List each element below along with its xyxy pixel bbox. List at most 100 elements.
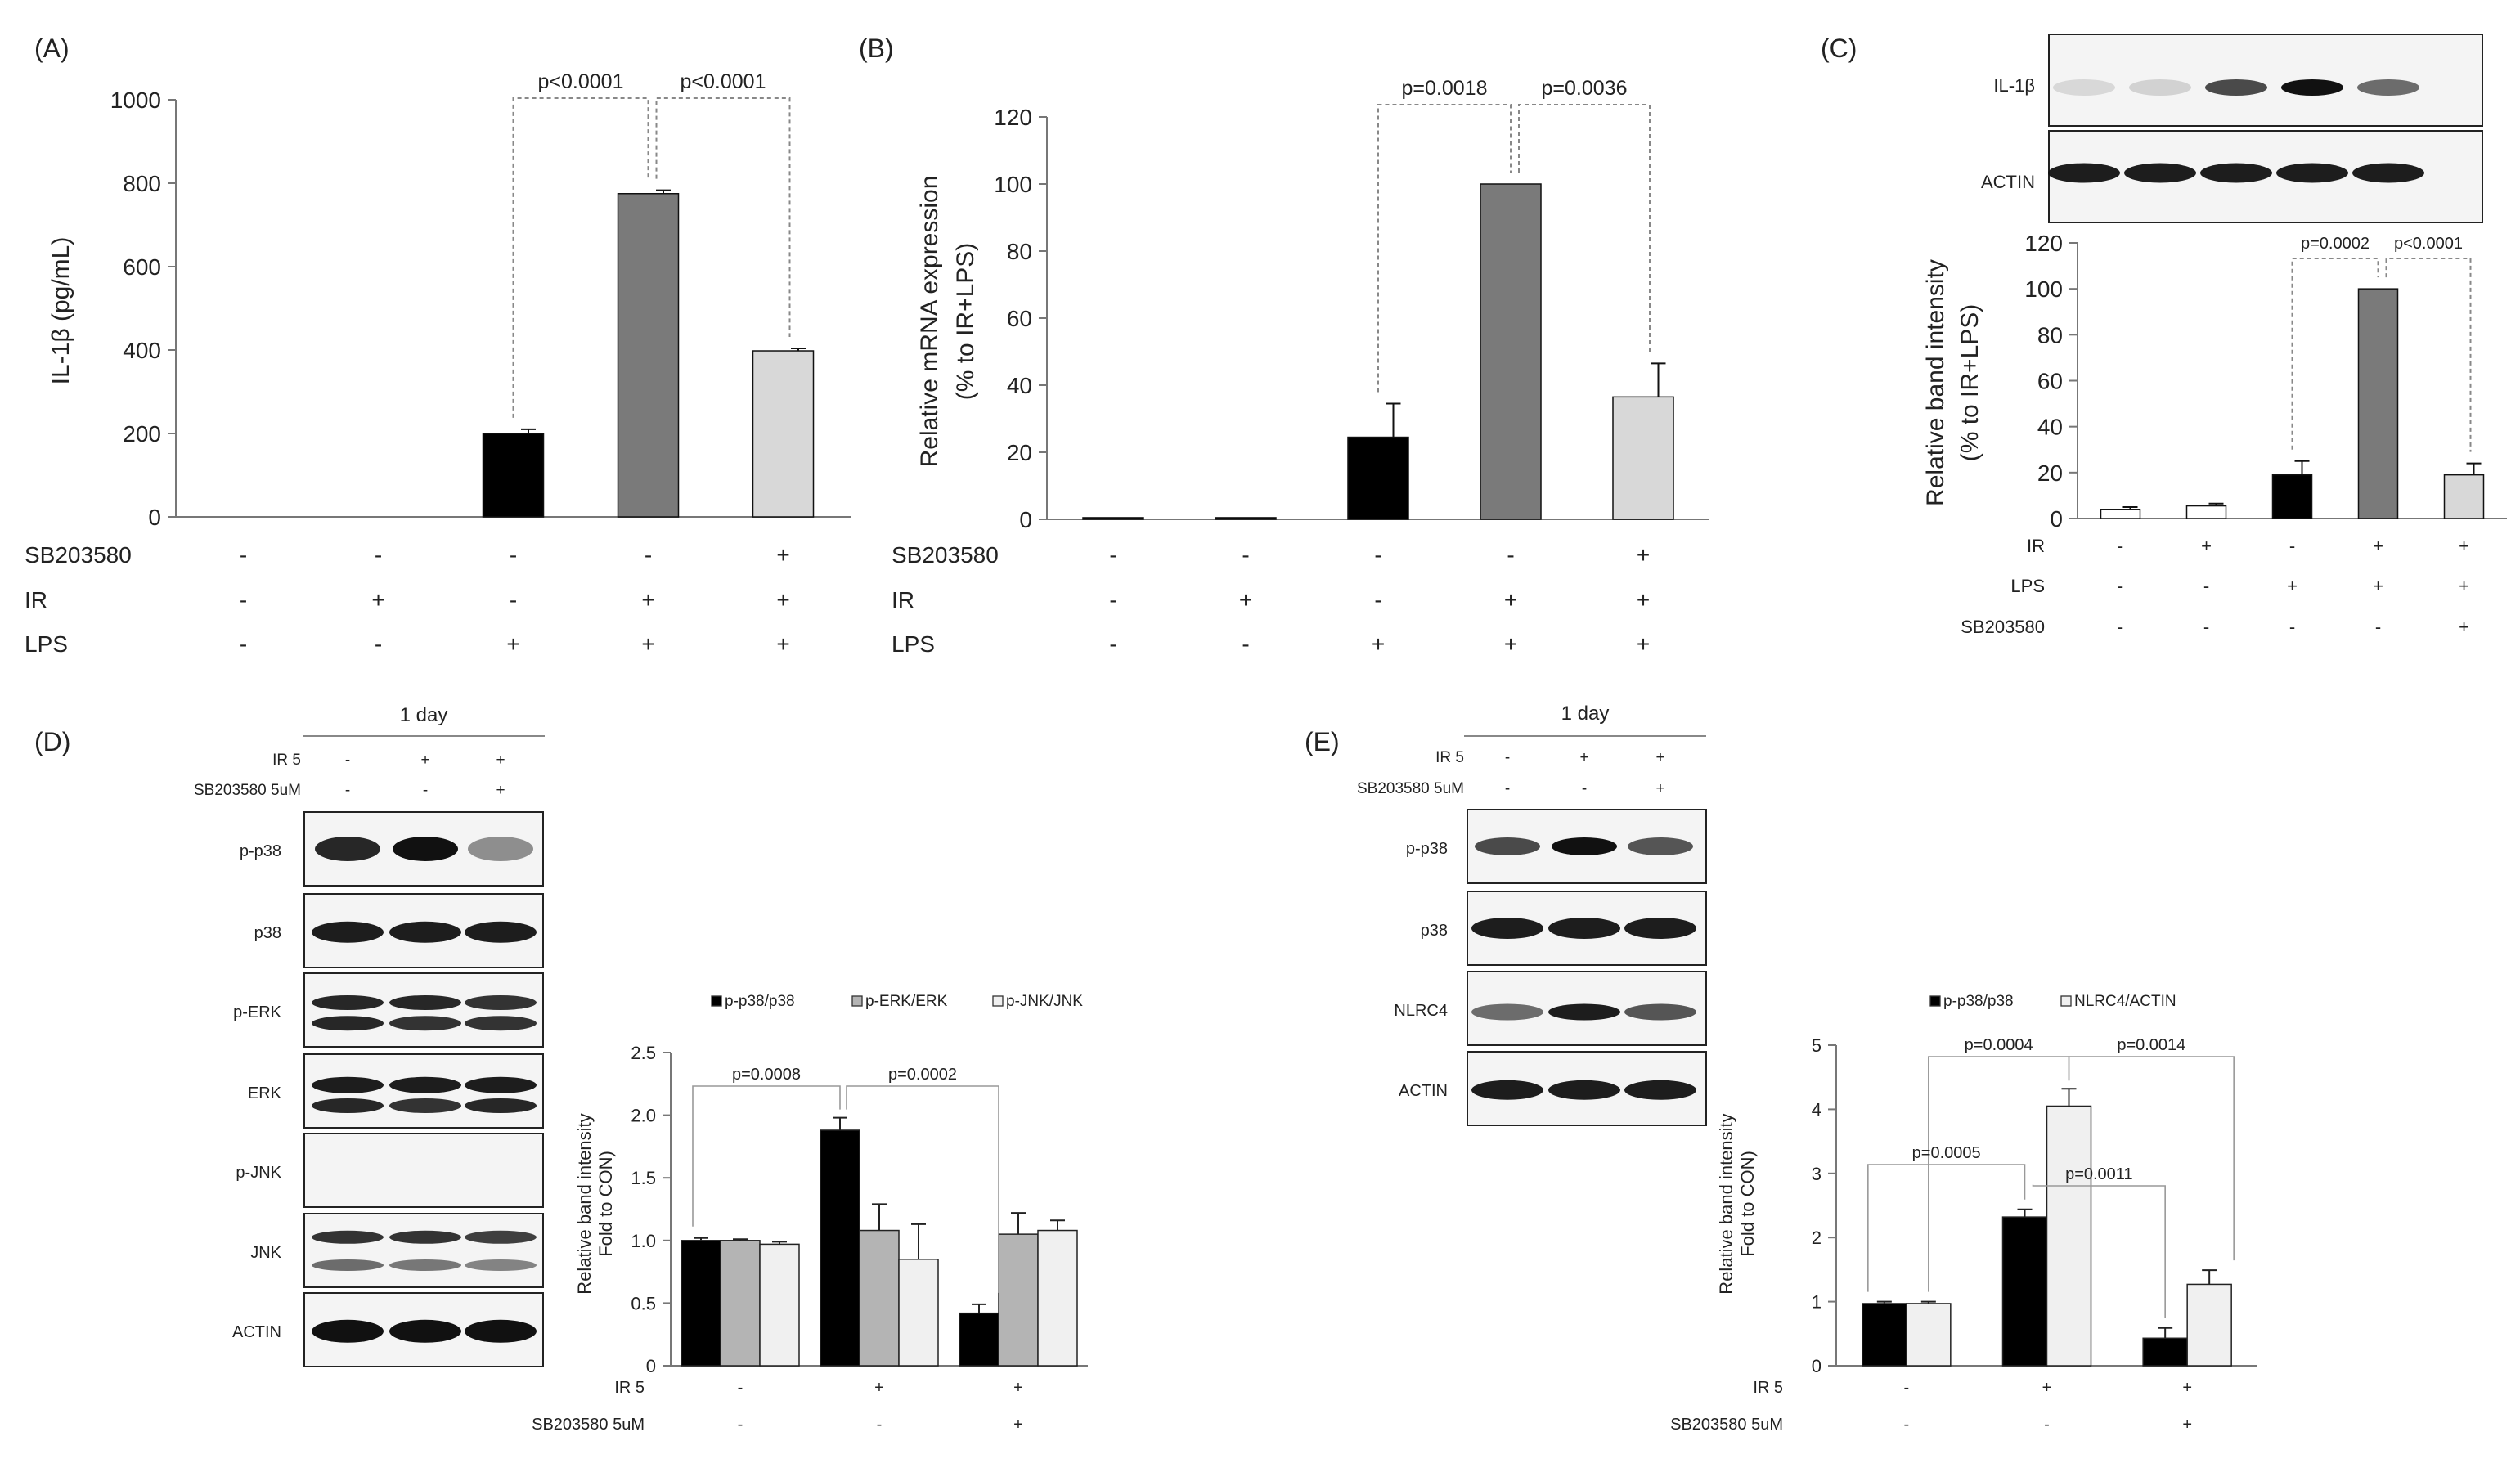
y-tick-label: 80 — [2037, 322, 2063, 348]
blot-condition-sign: + — [496, 782, 505, 799]
y-tick-label: 0 — [646, 1356, 656, 1376]
condition-sign: - — [375, 631, 382, 657]
blot-label: NLRC4 — [1394, 1002, 1448, 1020]
blot-band — [1471, 1003, 1543, 1021]
blot-p-jnk-frame — [303, 1133, 544, 1208]
significance-d-label: p=0.0008 — [732, 1066, 801, 1084]
bar-D — [720, 1240, 761, 1367]
significance-C-label: p=0.0002 — [2301, 235, 2370, 253]
condition-sign: + — [1239, 587, 1252, 613]
bar-D — [859, 1229, 900, 1367]
blot-band — [2205, 79, 2267, 96]
blot-label: p-p38 — [1406, 840, 1448, 858]
blot-band — [1624, 1003, 1696, 1021]
bar-B — [1612, 396, 1674, 520]
bar-B — [1347, 436, 1409, 520]
significance-d-bracket — [692, 1085, 841, 1227]
blot-p-p38 — [303, 811, 544, 887]
legend-label: p-JNK/JNK — [1006, 993, 1083, 1010]
blot-jnk-frame — [303, 1213, 544, 1288]
significance-e-label: p=0.0005 — [1912, 1144, 1981, 1162]
blot-band — [312, 1098, 384, 1113]
condition-sign: + — [506, 631, 519, 657]
significance-C-bracket — [2385, 258, 2472, 452]
significance-d-label: p=0.0002 — [888, 1066, 957, 1084]
condition-label: IR — [892, 587, 914, 613]
y-tick-label: 0 — [2050, 506, 2063, 532]
y-axis-label-c: Relative band intensity — [1922, 259, 1949, 506]
blot-band — [389, 1319, 461, 1343]
panel-label-e: (E) — [1305, 727, 1340, 756]
blot-label: JNK — [250, 1244, 281, 1262]
bar-D — [1037, 1229, 1078, 1367]
blot-p38 — [303, 893, 544, 968]
blot-nlrc4 — [1467, 971, 1707, 1046]
y-tick-label: 2.0 — [631, 1106, 656, 1126]
condition-sign: + — [1504, 631, 1517, 657]
blot-band — [1471, 1080, 1543, 1100]
condition-sign: + — [2373, 536, 2383, 556]
condition-sign: - — [645, 542, 652, 568]
significance-B-bracket — [1518, 104, 1651, 352]
significance-e-label: p=0.0004 — [1965, 1036, 2033, 1054]
bar-D — [759, 1243, 800, 1367]
blot-band — [1552, 837, 1617, 855]
condition-sign: + — [874, 1379, 884, 1397]
condition-sign: - — [2118, 617, 2123, 637]
condition-sign: + — [1504, 587, 1517, 613]
blot-band — [1475, 837, 1540, 855]
blot-band — [465, 1259, 537, 1271]
condition-sign: - — [1109, 631, 1116, 657]
y-tick-label: 1 — [1812, 1292, 1821, 1313]
significance-e-bracket — [2032, 1184, 2166, 1318]
bar-E — [2046, 1105, 2092, 1367]
panel-label-b: (B) — [859, 34, 894, 63]
condition-sign: - — [2289, 617, 2295, 637]
condition-sign: - — [738, 1416, 743, 1434]
condition-sign: - — [2118, 536, 2123, 556]
blot-band — [389, 921, 461, 943]
y-axis-label-a: IL-1β (pg/mL) — [47, 237, 74, 385]
blot-band — [1548, 1080, 1620, 1100]
condition-sign: + — [2459, 576, 2469, 596]
condition-sign: - — [877, 1416, 883, 1434]
bar-A — [617, 193, 680, 518]
y-tick-label: 1.0 — [631, 1231, 656, 1251]
y-tick-label: 60 — [1007, 306, 1032, 331]
blot-condition-sign: - — [1505, 749, 1510, 766]
condition-sign: + — [1637, 587, 1650, 613]
legend-swatch — [992, 995, 1004, 1007]
blot-band — [312, 1259, 384, 1271]
y-axis-label-e: Fold to CON) — [1737, 1151, 1758, 1257]
blot-condition-label: IR 5 — [272, 752, 301, 769]
condition-label: IR 5 — [614, 1379, 645, 1397]
blot-band — [389, 1098, 461, 1113]
significance-e-label: p=0.0011 — [2065, 1165, 2133, 1183]
bar-C — [2100, 509, 2141, 519]
blot-jnk — [303, 1213, 544, 1288]
condition-sign: - — [1507, 542, 1514, 568]
condition-label: SB203580 — [1961, 617, 2045, 637]
y-tick-label: 0 — [1812, 1356, 1821, 1376]
blot-label: p38 — [1421, 922, 1448, 940]
blot-condition-label: IR 5 — [1435, 749, 1464, 766]
y-axis-label-d: Fold to CON) — [595, 1151, 616, 1257]
blot-band — [465, 995, 537, 1010]
y-tick-label: 0 — [148, 505, 161, 530]
condition-sign: - — [2118, 576, 2123, 596]
blot-condition-sign: + — [1579, 749, 1588, 766]
significance-e-label: p=0.0014 — [2117, 1036, 2185, 1054]
significance-A-label: p<0.0001 — [538, 70, 624, 93]
blot-actin-c — [2048, 130, 2483, 223]
blot-p-p38 — [1467, 809, 1707, 884]
y-tick-label: 5 — [1812, 1035, 1821, 1056]
y-axis-label-e: Relative band intensity — [1716, 1113, 1736, 1294]
y-tick-label: 2 — [1812, 1228, 1821, 1248]
condition-sign: - — [510, 542, 517, 568]
y-axis-label-c: (% to IR+LPS) — [1956, 304, 1983, 462]
legend-swatch — [2060, 995, 2072, 1007]
panel-label-c: (C) — [1821, 34, 1857, 63]
condition-sign: - — [1242, 631, 1249, 657]
condition-sign: - — [2375, 617, 2381, 637]
blot-condition-label: SB203580 5uM — [194, 782, 301, 799]
